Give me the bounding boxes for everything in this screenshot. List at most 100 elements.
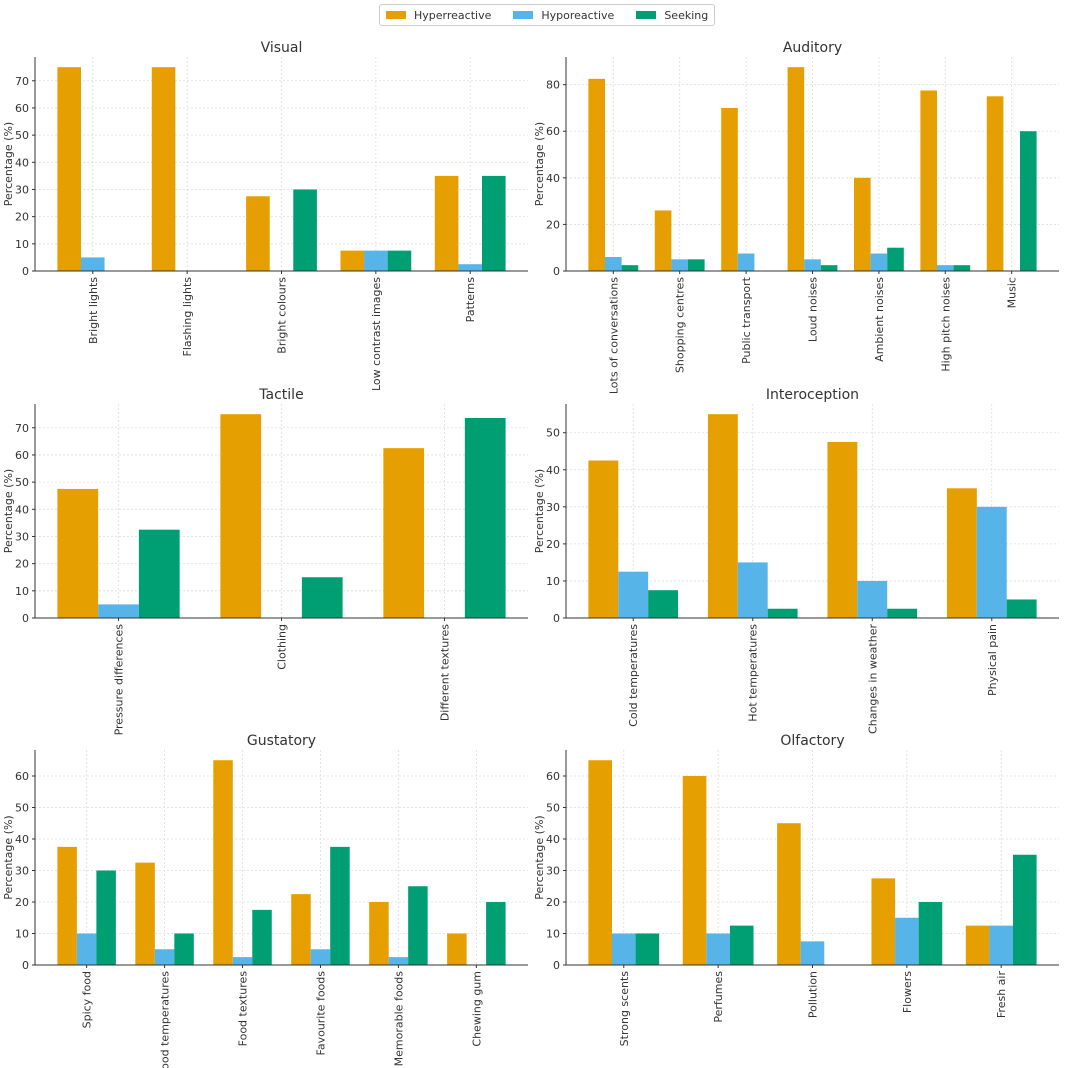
y-tick-label: 0 — [553, 959, 560, 972]
bar-hyporeactive — [976, 506, 1007, 618]
x-tick-label: Bright lights — [87, 277, 100, 344]
legend-label: Hyperreactive — [414, 8, 492, 22]
y-tick-label: 50 — [15, 129, 29, 142]
x-tick-label: Perfumes — [712, 971, 725, 1023]
bar-hyporeactive — [310, 949, 331, 965]
y-tick-label: 40 — [15, 156, 29, 169]
bar-hyporeactive — [364, 250, 388, 271]
y-tick-label: 80 — [546, 79, 560, 92]
bar-hyperreactive — [57, 846, 77, 965]
bar-hyporeactive — [76, 933, 97, 965]
bar-hyporeactive — [800, 941, 825, 965]
bar-hyperreactive — [246, 196, 270, 271]
subplot-gustatory: 0 10 20 30 40 50 60 Spicy food Food temperatures… — [2, 733, 528, 1068]
bar-hyporeactive — [936, 265, 954, 271]
x-tick-label: Bright colours — [276, 277, 289, 354]
y-tick-label: 30 — [15, 864, 29, 877]
bar-seeking — [138, 529, 180, 618]
bar-hyperreactive — [588, 760, 612, 965]
bar-hyperreactive — [946, 488, 977, 618]
x-tick-label: Favourite foods — [314, 971, 327, 1056]
y-tick-label: 60 — [546, 770, 560, 783]
subplot-title: Interoception — [766, 387, 859, 403]
subplot-title: Visual — [261, 40, 303, 56]
y-tick-label: 40 — [546, 464, 560, 477]
bar-hyporeactive — [605, 257, 622, 271]
y-tick-label: 50 — [546, 427, 560, 440]
y-tick-label: 60 — [15, 770, 29, 783]
x-tick-label: Lots of conversations — [607, 277, 620, 394]
bar-seeking — [387, 250, 412, 271]
bar-hyporeactive — [80, 257, 105, 271]
bar-seeking — [174, 933, 194, 965]
y-tick-label: 10 — [15, 585, 29, 598]
legend-label: Seeking — [664, 8, 709, 22]
bar-seeking — [887, 247, 904, 271]
legend-item-hyperreactive: Hyperreactive — [386, 9, 491, 22]
bar-seeking — [918, 901, 943, 965]
x-tick-label: Patterns — [464, 277, 477, 323]
y-axis-label: Percentage (%) — [533, 469, 546, 553]
bar-hyperreactive — [682, 775, 707, 965]
bar-seeking — [252, 909, 272, 965]
x-tick-label: Flowers — [901, 971, 914, 1013]
bar-hyperreactive — [220, 414, 262, 618]
bar-seeking — [301, 577, 343, 618]
bar-hyporeactive — [804, 259, 821, 271]
y-axis-label: Percentage (%) — [2, 815, 15, 899]
bar-seeking — [464, 417, 506, 618]
bar-hyperreactive — [291, 894, 311, 965]
y-tick-label: 50 — [15, 476, 29, 489]
y-axis-label: Percentage (%) — [533, 815, 546, 899]
bar-hyperreactive — [654, 210, 672, 271]
y-tick-label: 10 — [546, 575, 560, 588]
y-tick-label: 40 — [15, 503, 29, 516]
subplot-title: Olfactory — [780, 733, 844, 749]
bar-hyperreactive — [57, 488, 99, 618]
x-tick-label: Fresh air — [995, 971, 1008, 1019]
subplot-tactile: 0 10 20 30 40 50 60 70 Pressure differences Cloth… — [2, 387, 528, 735]
bar-seeking — [953, 265, 971, 271]
legend-item-seeking: Seeking — [636, 9, 708, 22]
bar-hyperreactive — [213, 760, 233, 965]
x-tick-label: Different textures — [438, 624, 451, 721]
x-tick-label: Strong scents — [618, 971, 631, 1047]
x-tick-label: Physical pain — [986, 624, 999, 696]
bar-seeking — [1019, 131, 1037, 271]
x-tick-label: Hot temperatures — [747, 624, 760, 722]
x-tick-label: Flashing lights — [181, 277, 194, 357]
bar-hyporeactive — [611, 933, 636, 965]
y-tick-label: 20 — [546, 896, 560, 909]
y-tick-label: 20 — [546, 218, 560, 231]
y-tick-label: 0 — [22, 265, 29, 278]
bar-hyporeactive — [895, 917, 919, 965]
bar-hyperreactive — [447, 933, 467, 965]
y-tick-label: 20 — [546, 538, 560, 551]
bar-seeking — [635, 933, 660, 965]
legend-label: Hyporeactive — [541, 8, 615, 22]
y-tick-label: 60 — [546, 125, 560, 138]
y-axis-label: Percentage (%) — [2, 122, 15, 206]
subplot-title: Auditory — [783, 40, 842, 56]
bar-hyperreactive — [787, 67, 805, 271]
bar-hyperreactive — [588, 460, 619, 618]
bar-seeking — [1006, 599, 1037, 618]
y-tick-label: 20 — [15, 211, 29, 224]
y-tick-label: 60 — [15, 102, 29, 115]
y-tick-label: 70 — [15, 422, 29, 435]
bar-seeking — [486, 901, 506, 965]
legend-item-hyporeactive: Hyporeactive — [513, 9, 614, 22]
y-tick-label: 60 — [15, 449, 29, 462]
y-tick-label: 10 — [546, 927, 560, 940]
bar-seeking — [1013, 854, 1037, 965]
x-tick-label: Music — [1006, 277, 1019, 308]
bar-hyperreactive — [853, 177, 871, 271]
bar-hyperreactive — [340, 250, 365, 271]
bar-hyperreactive — [135, 862, 155, 965]
x-tick-label: Chewing gum — [470, 971, 483, 1047]
y-tick-label: 30 — [15, 530, 29, 543]
bar-hyporeactive — [671, 259, 689, 271]
subplot-auditory: 0 20 40 60 80 Lots of conversations Shopping c… — [533, 40, 1059, 394]
bar-hyporeactive — [232, 957, 253, 965]
